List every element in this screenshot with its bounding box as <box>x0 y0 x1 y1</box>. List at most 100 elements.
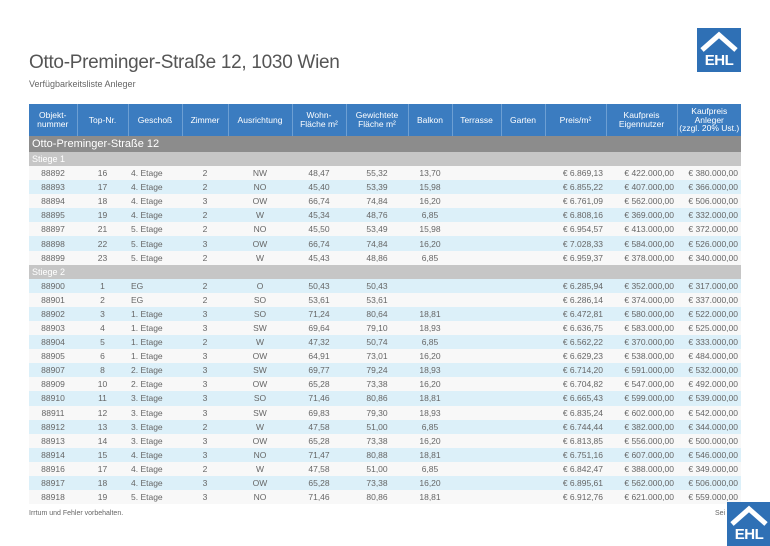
table-header-row: Objekt- nummer Top-Nr. Geschoß Zimmer Ausric… <box>29 104 741 136</box>
table-cell: 2 <box>182 222 228 237</box>
table-cell: € 380.000,00 <box>677 166 741 181</box>
group-title: Stiege 2 <box>29 264 741 279</box>
table-row: 88909 10 2. Etage 3 OW 65,28 73,38 16,20 € 6.704… <box>29 377 741 392</box>
table-cell: € 6.665,43 <box>545 391 606 406</box>
table-cell: 88905 <box>29 349 77 364</box>
table-cell <box>452 377 501 392</box>
table-cell <box>501 194 545 209</box>
table-cell: € 484.000,00 <box>677 349 741 364</box>
table-cell: 6 <box>77 349 128 364</box>
table-row: 88913 14 3. Etage 3 OW 65,28 73,38 16,20 € 6.813… <box>29 433 741 448</box>
table-cell: € 6.751,16 <box>545 447 606 462</box>
table-row: 88901 2 EG 2 SO 53,61 53,61 € 6.286,14 € 374.000… <box>29 292 741 307</box>
table-cell: 14 <box>77 433 128 448</box>
table-cell: 1. Etage <box>128 349 182 364</box>
table-cell: 53,49 <box>346 222 408 237</box>
table-cell: 1. Etage <box>128 335 182 350</box>
table-cell: 3. Etage <box>128 433 182 448</box>
column-header: Ausrichtung <box>227 104 292 136</box>
table-cell: 2 <box>182 461 228 476</box>
table-cell: 71,46 <box>292 391 346 406</box>
table-cell: € 599.000,00 <box>606 391 677 406</box>
table-cell: 3 <box>182 490 228 505</box>
table-cell: 18 <box>77 475 128 491</box>
table-cell: 88892 <box>29 166 77 181</box>
table-cell: 88893 <box>29 180 77 195</box>
table-cell: 71,24 <box>292 306 346 321</box>
table-cell: 17 <box>77 461 128 476</box>
table-cell: 45,43 <box>292 250 346 265</box>
table-cell: 16,20 <box>408 377 452 392</box>
table-row: 88895 19 4. Etage 2 W 45,34 48,76 6,85 € 6.808,1… <box>29 208 741 223</box>
table-cell: € 6.808,16 <box>545 208 606 223</box>
table-cell: OW <box>228 194 292 209</box>
table-cell: 64,91 <box>292 349 346 364</box>
column-header: Top-Nr. <box>76 104 128 136</box>
table-cell: 18,81 <box>408 306 452 321</box>
table-cell: € 580.000,00 <box>606 306 677 321</box>
table-cell: 8 <box>77 363 128 378</box>
table-cell: € 6.714,20 <box>545 363 606 378</box>
table-cell: 88913 <box>29 433 77 448</box>
table-cell: € 6.869,13 <box>545 166 606 181</box>
table-row: 88907 8 2. Etage 3 SW 69,77 79,24 18,93 € 6.714,… <box>29 363 741 378</box>
table-cell <box>501 208 545 223</box>
table-cell: 1 <box>77 278 128 293</box>
table-cell: € 583.000,00 <box>606 320 677 336</box>
table-cell: 2 <box>182 250 228 265</box>
table-cell <box>452 335 501 350</box>
table-cell: € 532.000,00 <box>677 363 741 378</box>
table-cell: 47,58 <box>292 419 346 434</box>
table-cell: 11 <box>77 391 128 406</box>
table-cell: 13,70 <box>408 166 452 181</box>
table-cell: 74,84 <box>346 194 408 209</box>
column-header: Balkon <box>407 104 452 136</box>
page-title: Otto-Preminger-Straße 12, 1030 Wien <box>29 52 340 73</box>
table-cell: 53,61 <box>346 292 408 307</box>
table-cell: 88904 <box>29 335 77 350</box>
table-cell: 3 <box>182 363 228 378</box>
table-cell: € 372.000,00 <box>677 222 741 237</box>
table-cell <box>452 166 501 181</box>
table-cell: 4. Etage <box>128 475 182 491</box>
table-cell: 88903 <box>29 320 77 336</box>
table-cell <box>452 475 501 491</box>
table-cell: € 522.000,00 <box>677 306 741 321</box>
table-cell: € 6.895,61 <box>545 475 606 491</box>
logo-text: EHL <box>734 526 764 543</box>
table-cell <box>452 419 501 434</box>
table-cell: SO <box>228 391 292 406</box>
table-cell: 15,98 <box>408 222 452 237</box>
table-cell: 5. Etage <box>128 250 182 265</box>
table-cell: 51,00 <box>346 419 408 434</box>
table-cell: 3 <box>182 236 228 251</box>
table-cell: € 382.000,00 <box>606 419 677 434</box>
table-cell: € 492.000,00 <box>677 377 741 392</box>
table-cell: NO <box>228 447 292 462</box>
table-cell: NO <box>228 490 292 505</box>
section-title: Otto-Preminger-Straße 12 <box>29 136 741 152</box>
table-cell: 4. Etage <box>128 447 182 462</box>
table-cell: 22 <box>77 236 128 251</box>
table-row: 88910 11 3. Etage 3 SO 71,46 80,86 18,81 € 6.665… <box>29 391 741 406</box>
table-cell: € 317.000,00 <box>677 278 741 293</box>
table-cell <box>501 236 545 251</box>
table-cell: 23 <box>77 250 128 265</box>
table-cell: 4. Etage <box>128 180 182 195</box>
table-cell: € 6.285,94 <box>545 278 606 293</box>
table-cell: W <box>228 208 292 223</box>
table-cell <box>452 363 501 378</box>
table-cell: € 500.000,00 <box>677 433 741 448</box>
table-cell: € 506.000,00 <box>677 194 741 209</box>
table-cell: € 6.954,57 <box>545 222 606 237</box>
table-cell: SW <box>228 363 292 378</box>
table-cell: 12 <box>77 405 128 420</box>
section-row: Otto-Preminger-Straße 12 <box>29 136 741 152</box>
table-row: 88912 13 3. Etage 2 W 47,58 51,00 6,85 € 6.744,4… <box>29 419 741 434</box>
table-cell: 16,20 <box>408 349 452 364</box>
table-cell: € 607.000,00 <box>606 447 677 462</box>
table-cell: € 562.000,00 <box>606 475 677 491</box>
table-cell: € 506.000,00 <box>677 475 741 491</box>
table-cell: € 407.000,00 <box>606 180 677 195</box>
table-row: 88898 22 5. Etage 3 OW 66,74 74,84 16,20 € 7.028… <box>29 236 741 251</box>
